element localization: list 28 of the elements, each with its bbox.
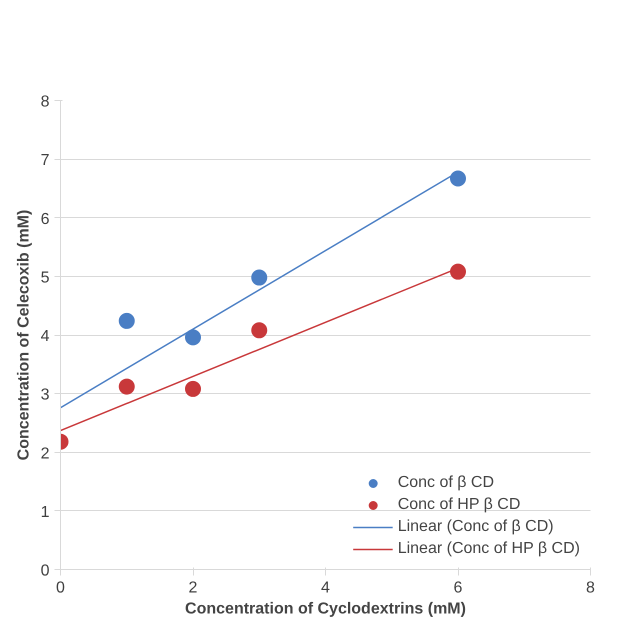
y-tick-label: 3: [40, 386, 50, 404]
x-tick-label: 8: [586, 580, 596, 596]
point: [450, 170, 466, 186]
legend-label: Conc of HP β CD: [398, 496, 520, 514]
point: [118, 378, 135, 395]
x-tick-label: 6: [454, 580, 463, 596]
x-tick-label: 4: [321, 580, 330, 596]
y-tick-label: 2: [40, 445, 50, 462]
y-tick-label: 1: [40, 504, 50, 521]
y-tick-label: 5: [40, 269, 50, 286]
y-tick-label: 6: [40, 210, 50, 228]
y-tick-label: 7: [40, 152, 50, 170]
y-tick-label: 8: [40, 94, 50, 110]
y-axis-title: Concentration of Celecoxib (mM): [16, 210, 33, 460]
point: [185, 380, 201, 397]
point: [251, 270, 268, 286]
x-tick-label: 0: [56, 580, 66, 596]
x-tick-label: 2: [188, 580, 198, 596]
point: [450, 264, 466, 280]
point: [251, 322, 268, 338]
y-tick-label: 4: [40, 328, 50, 345]
x-axis-title: Concentration of Cyclodextrins (mM): [185, 600, 466, 618]
legend-label: Conc of β CD: [398, 474, 494, 492]
point: [118, 312, 135, 329]
legend-label: Linear (Conc of β CD): [398, 518, 554, 536]
y-tick-label: 0: [40, 562, 50, 580]
legend-label: Linear (Conc of HP β CD): [398, 540, 580, 558]
point: [185, 329, 201, 346]
